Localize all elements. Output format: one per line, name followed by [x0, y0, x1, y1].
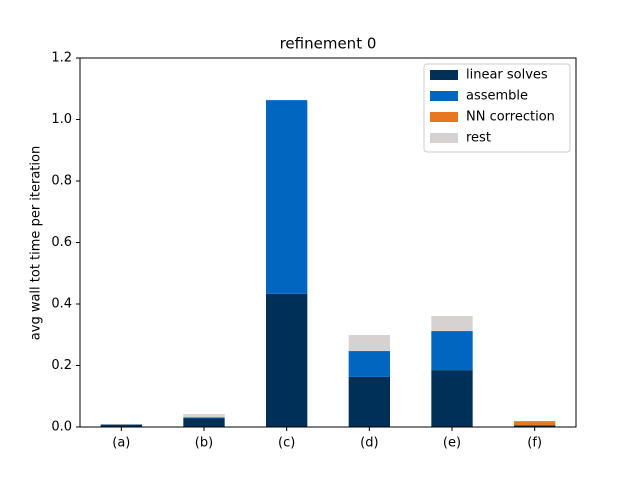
y-tick-label: 1.2 [51, 51, 72, 66]
y-tick-label: 0.0 [51, 420, 72, 435]
x-tick-label: (a) [112, 436, 130, 451]
legend-swatch [430, 133, 458, 143]
legend-label: assemble [466, 89, 528, 104]
y-tick-label: 0.6 [51, 235, 72, 250]
legend-label: NN correction [466, 110, 555, 125]
x-tick-label: (b) [195, 436, 213, 451]
bar-segment [514, 421, 556, 426]
bar-segment [514, 425, 556, 427]
legend-label: rest [466, 131, 491, 146]
bar-segment [348, 335, 390, 352]
chart-title: refinement 0 [280, 35, 377, 53]
bar-segment [431, 315, 473, 332]
legend-swatch [430, 70, 458, 80]
bar-segment [266, 100, 308, 294]
bar-segment [183, 417, 225, 419]
bar-segment [348, 376, 390, 427]
bar-segment [348, 351, 390, 377]
x-tick-label: (f) [527, 436, 542, 451]
bar-segment [266, 293, 308, 427]
plot-frame [79, 57, 577, 428]
bar-segment [183, 418, 225, 427]
bar-segment [183, 414, 225, 418]
legend-label: linear solves [466, 68, 548, 83]
y-tick-label: 0.4 [51, 297, 72, 312]
bar-segment [431, 331, 473, 371]
bar-segment [431, 370, 473, 427]
y-tick-label: 0.2 [51, 358, 72, 373]
legend-swatch [430, 91, 458, 101]
y-tick-label: 1.0 [51, 112, 72, 127]
legend-box [423, 63, 571, 153]
legend-swatch [430, 112, 458, 122]
y-axis-label: avg wall tot time per iteration [29, 146, 44, 340]
x-tick-label: (c) [278, 436, 295, 451]
bar-segment [100, 424, 142, 427]
x-tick-label: (e) [443, 436, 461, 451]
x-tick-label: (d) [360, 436, 378, 451]
y-tick-label: 0.8 [51, 174, 72, 189]
